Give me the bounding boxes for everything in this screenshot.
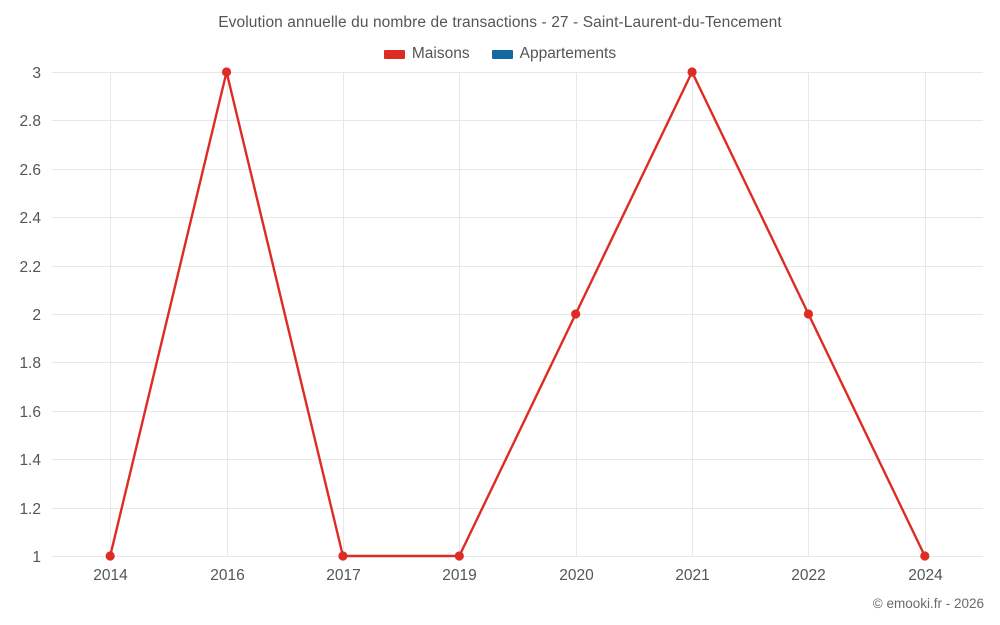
legend-item-maisons[interactable]: Maisons: [383, 45, 470, 63]
y-axis-tick-label: 2.8: [19, 113, 41, 130]
data-point-maisons[interactable]: [105, 551, 115, 561]
data-point-maisons[interactable]: [803, 309, 814, 319]
y-axis-tick-label: 2: [32, 307, 41, 324]
y-axis-tick-label: 2.4: [19, 210, 41, 227]
data-point-maisons[interactable]: [338, 551, 348, 561]
x-axis-tick-label: 2014: [93, 567, 128, 584]
y-axis-tick-label: 2.6: [19, 162, 41, 179]
data-point-maisons[interactable]: [687, 67, 697, 77]
x-axis-tick-label: 2022: [791, 567, 825, 584]
y-axis-tick-label: 1: [32, 549, 41, 566]
legend-label-appartements: Appartements: [519, 45, 617, 62]
data-point-maisons[interactable]: [571, 309, 581, 319]
y-axis-tick-label: 1.8: [19, 355, 41, 372]
x-axis-tick-label: 2017: [326, 567, 360, 584]
x-axis-tick-label: 2016: [210, 567, 244, 584]
x-axis-tick-label: 2024: [908, 567, 943, 584]
x-axis-tick-label: 2020: [559, 567, 594, 584]
data-point-maisons[interactable]: [920, 551, 930, 561]
data-point-maisons[interactable]: [221, 67, 232, 77]
x-axis-tick-label: 2021: [675, 567, 709, 584]
legend-swatch-maisons: [383, 49, 405, 59]
x-axis-tick-label: 2019: [442, 567, 476, 584]
chart-title: Evolution annuelle du nombre de transact…: [218, 14, 782, 31]
credit-text: © emooki.fr - 2026: [872, 596, 984, 611]
y-axis-tick-label: 2.2: [19, 259, 41, 276]
y-axis-tick-label: 1.4: [19, 452, 41, 469]
data-point-maisons[interactable]: [454, 551, 464, 561]
y-axis-tick-label: 1.2: [19, 501, 41, 518]
legend-label-maisons: Maisons: [411, 45, 470, 62]
legend-swatch-appartements: [491, 49, 513, 59]
legend-item-appartements[interactable]: Appartements: [491, 45, 617, 63]
series-line-maisons: [108, 70, 927, 558]
y-axis-tick-label: 1.6: [19, 404, 41, 421]
y-axis-tick-label: 3: [32, 65, 41, 82]
chart-legend: Maisons Appartements: [0, 45, 1000, 63]
